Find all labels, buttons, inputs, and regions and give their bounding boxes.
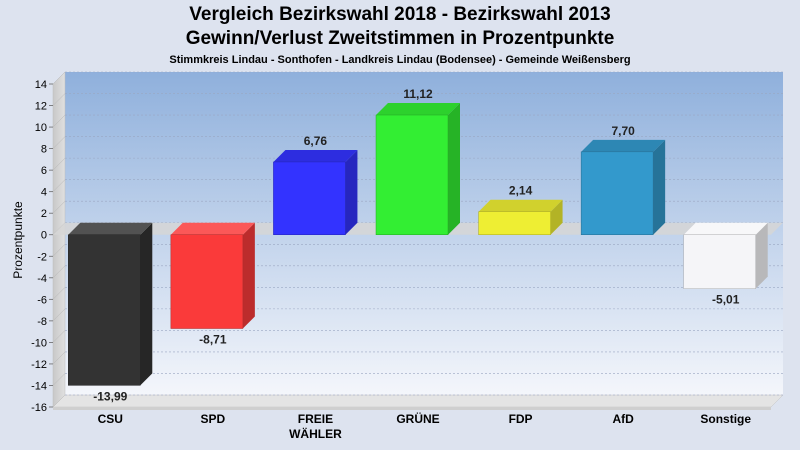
chart-title-line-1: Vergleich Bezirkswahl 2018 - Bezirkswahl… [189,4,611,25]
y-tick-label: -12 [31,359,47,371]
y-tick-label: 12 [35,101,47,113]
chart-title-line-2: Gewinn/Verlust Zweitstimmen in Prozentpu… [185,28,615,49]
bar-group [375,103,460,235]
gridline-side [52,373,66,386]
bar-group [170,222,255,329]
bar [273,161,346,235]
y-tick-label: -16 [31,402,47,414]
x-tick-label-line: SPD [201,412,226,426]
y-tick-label: -10 [31,337,47,349]
x-tick-label: CSU [98,412,123,426]
x-tick-label-line: FDP [509,412,533,426]
gridline-side [52,287,66,300]
bar-top [273,149,358,162]
x-tick-label: GRÜNE [396,411,439,426]
y-tick-label: -8 [37,316,47,328]
bar-group [68,222,153,386]
data-label: -5,01 [712,293,740,307]
bar-side [448,103,460,235]
bar-side [345,149,358,235]
gridline-side [52,114,66,128]
x-tick-label: AfD [612,412,634,426]
y-tick-label: 2 [41,208,47,220]
y-tick-label: 8 [41,144,47,156]
bar-side [653,139,666,235]
gridline-side [52,179,66,192]
y-tick-label: 10 [35,122,47,134]
bar [478,211,551,235]
y-tick-label: 4 [41,187,47,199]
gridline-side [52,330,66,343]
bar [170,234,244,329]
x-tick-label-line: GRÜNE [396,411,439,426]
bar [375,114,449,235]
data-label: 2,14 [509,184,533,198]
bar-group [478,199,563,235]
gridline-side [52,93,66,106]
x-tick-label: FDP [509,412,533,426]
gridline-side [52,394,66,408]
plot-floor [52,394,784,408]
bar-group [273,149,358,235]
gridline-side [52,351,66,365]
gridline-side [52,308,66,322]
y-tick-label: 0 [41,230,47,242]
y-tick-label: -4 [37,273,47,285]
bar-top [581,139,666,152]
gridline-side [52,244,66,257]
bar-group [580,139,666,235]
x-tick-label: FREIE WÄHLER [289,412,342,441]
data-label: 11,12 [403,87,433,101]
y-tick-label: -14 [31,380,47,392]
x-tick-label: Sonstige [700,412,751,426]
x-tick-label: SPD [201,412,226,426]
y-axis-label: Prozentpunkte [11,201,25,279]
data-label: 7,70 [611,124,635,138]
x-tick-label-line: Sonstige [700,412,751,426]
x-tick-label-line: CSU [98,412,123,426]
bar-top [683,222,768,235]
bar-top [376,103,460,116]
plot-left-wall [52,71,66,408]
gridline-side [52,71,66,85]
bar-group [683,222,768,289]
y-tick-label: 6 [41,165,47,177]
x-tick-label-line: FREIE [298,412,333,426]
data-label: -13,99 [93,389,127,403]
y-tick-label: -2 [37,251,47,263]
x-tick-label-line: AfD [612,412,634,426]
plot-floor-edge [53,407,771,410]
bar [683,234,756,289]
gridline-side [52,265,66,278]
bar-side [140,222,153,386]
bar-side [242,222,255,329]
y-tick-label: -6 [37,294,47,306]
x-tick-label-line: WÄHLER [289,426,342,441]
gridline-side [52,157,66,171]
data-label: 6,76 [304,134,328,148]
bar-top [170,222,255,235]
data-label: -8,71 [199,333,227,347]
gridline-side [52,201,66,214]
bar-side [755,222,768,289]
bar [580,151,654,235]
bar [68,234,141,386]
gridline-side [52,136,66,149]
bar-top [68,222,153,235]
bar-side [550,199,563,235]
y-tick-label: 14 [35,79,47,91]
bar-top [478,199,563,212]
chart-subtitle: Stimmkreis Lindau - Sonthofen - Landkrei… [169,54,631,66]
